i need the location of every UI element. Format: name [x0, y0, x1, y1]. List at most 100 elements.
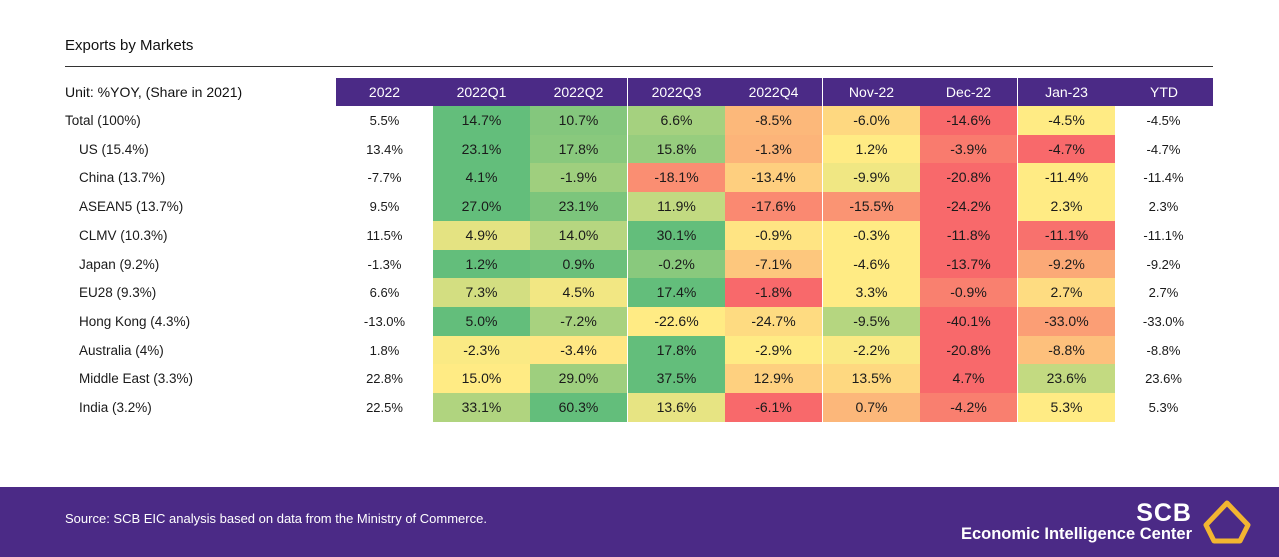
table-cell: -4.7% [1146, 141, 1181, 157]
heatmap-cell: -0.3% [823, 220, 920, 251]
table-cell: -13.0% [363, 313, 406, 329]
table-cell: 11.5% [366, 227, 403, 243]
heatmap-cell: -15.5% [823, 192, 920, 222]
heatmap-cell: -9.2% [1018, 249, 1115, 279]
heatmap-cell: -6.0% [823, 106, 920, 136]
brand-short: SCB [1136, 499, 1192, 527]
table-cell: -4.5% [1146, 113, 1181, 128]
heatmap-cell: -11.4% [1018, 163, 1115, 193]
column-header: 2022Q4 [725, 78, 822, 106]
heatmap-cell: 23.1% [530, 192, 627, 222]
column-header: YTD [1115, 78, 1213, 106]
heatmap-cell: 1.2% [823, 134, 920, 164]
table-cell: 23.6% [1145, 371, 1182, 387]
heatmap-cell: -7.1% [725, 249, 822, 279]
heatmap-cell: 29.0% [530, 364, 627, 394]
heatmap-cell: 4.7% [920, 364, 1017, 394]
heatmap-cell: -17.6% [725, 192, 822, 222]
heatmap-cell: 2.3% [1018, 192, 1115, 222]
table-cell: -8.8% [1146, 342, 1181, 358]
heatmap-cell: -2.9% [725, 335, 822, 365]
heatmap-cell: 6.6% [628, 106, 725, 136]
table-cell: -1.3% [367, 256, 402, 272]
heatmap-cell: 5.3% [1018, 393, 1115, 423]
heatmap-cell: -3.9% [920, 134, 1017, 164]
brand-full: Economic Intelligence Center [960, 525, 1192, 543]
heatmap-cell: 5.0% [433, 306, 530, 337]
heatmap-cell: 27.0% [433, 192, 530, 222]
heatmap-cell: -7.2% [530, 306, 627, 337]
unit-label: Unit: %YOY, (Share in 2021) [65, 84, 243, 100]
column-header: 2022 [336, 78, 433, 106]
heatmap-cell: 11.9% [628, 192, 725, 222]
heatmap-cell: -11.8% [920, 220, 1017, 251]
title-divider [65, 66, 1213, 67]
table-cell: 5.3% [1148, 400, 1179, 415]
table-cell: -9.2% [1146, 256, 1181, 272]
column-header: Jan-23 [1018, 78, 1115, 106]
row-label: Middle East (3.3%) [79, 371, 194, 387]
table-cell: -11.4% [1143, 170, 1184, 186]
heatmap-cell: 4.9% [433, 220, 530, 251]
heatmap-cell: -3.4% [530, 335, 627, 365]
table-cell: 2.7% [1148, 285, 1179, 301]
table-cell: 13.4% [366, 141, 403, 157]
heatmap-cell: -1.8% [725, 278, 822, 308]
heatmap-cell: 13.5% [823, 364, 920, 394]
heatmap-cell: 23.6% [1018, 364, 1115, 394]
heatmap-cell: -8.5% [725, 106, 822, 136]
heatmap-cell: 10.7% [530, 106, 627, 136]
heatmap-cell: 2.7% [1018, 278, 1115, 308]
heatmap-cell: 23.1% [433, 134, 530, 164]
column-header: 2022Q2 [530, 78, 627, 106]
heatmap-cell: -18.1% [628, 163, 725, 193]
heatmap-cell: 15.0% [433, 364, 530, 394]
column-header: Nov-22 [823, 78, 920, 106]
heatmap-cell: 60.3% [530, 393, 627, 423]
heatmap-cell: -24.7% [725, 306, 822, 337]
row-label: CLMV (10.3%) [79, 227, 168, 243]
heatmap-cell: -1.3% [725, 134, 822, 164]
column-header: Dec-22 [920, 78, 1017, 106]
heatmap-cell: -24.2% [920, 192, 1017, 222]
row-label: India (3.2%) [79, 400, 152, 415]
heatmap-cell: 13.6% [628, 393, 725, 423]
column-header: 2022Q3 [628, 78, 725, 106]
heatmap-cell: 7.3% [433, 278, 530, 308]
heatmap-cell: -0.9% [920, 278, 1017, 308]
heatmap-cell: -9.5% [823, 306, 920, 337]
heatmap-cell: -20.8% [920, 163, 1017, 193]
row-label: Japan (9.2%) [79, 256, 160, 272]
heatmap-cell: -6.1% [725, 393, 822, 423]
table-cell: -33.0% [1142, 313, 1185, 329]
table-cell: 6.6% [369, 285, 400, 301]
heatmap-cell: 14.7% [433, 106, 530, 136]
table-cell: 5.5% [369, 113, 400, 128]
heatmap-cell: 17.4% [628, 278, 725, 308]
heatmap-cell: -4.7% [1018, 134, 1115, 164]
row-label: China (13.7%) [79, 170, 166, 186]
heatmap-cell: 3.3% [823, 278, 920, 308]
heatmap-cell: 37.5% [628, 364, 725, 394]
heatmap-cell: 4.1% [433, 163, 530, 193]
row-label: ASEAN5 (13.7%) [79, 199, 184, 215]
heatmap-cell: -2.2% [823, 335, 920, 365]
heatmap-cell: -33.0% [1018, 306, 1115, 337]
table-cell: 22.5% [366, 400, 403, 415]
row-label: Australia (4%) [79, 342, 164, 358]
heatmap-cell: -0.9% [725, 220, 822, 251]
footer-bar: Source: SCB EIC analysis based on data f… [0, 487, 1279, 557]
heatmap-cell: 0.9% [530, 249, 627, 279]
table-cell: -7.7% [367, 170, 402, 186]
heatmap-cell: 33.1% [433, 393, 530, 423]
heatmap-cell: -2.3% [433, 335, 530, 365]
heatmap-cell: 30.1% [628, 220, 725, 251]
heatmap-cell: -13.4% [725, 163, 822, 193]
row-label: EU28 (9.3%) [79, 285, 157, 301]
heatmap-cell: 12.9% [725, 364, 822, 394]
heatmap-cell: -14.6% [920, 106, 1017, 136]
table-cell: 1.8% [369, 342, 400, 358]
heatmap-cell: -9.9% [823, 163, 920, 193]
heatmap-cell: -8.8% [1018, 335, 1115, 365]
heatmap-cell: 4.5% [530, 278, 627, 308]
